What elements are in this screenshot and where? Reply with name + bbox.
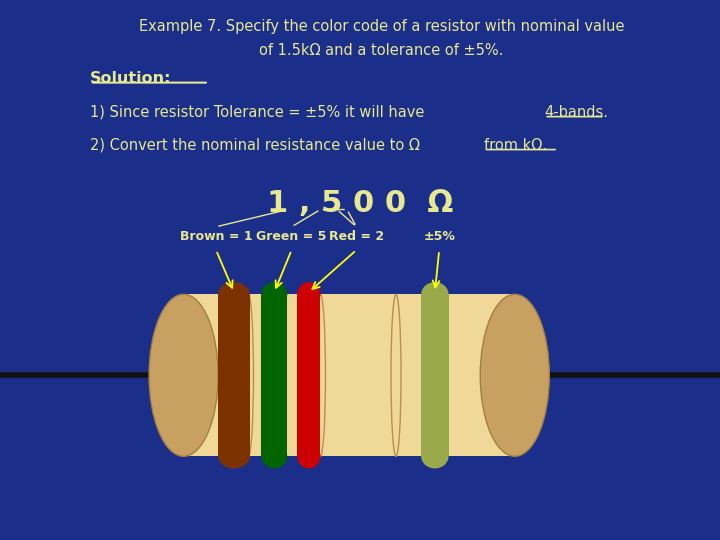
Ellipse shape [480,294,549,456]
Text: ±5%: ±5% [423,230,455,242]
Ellipse shape [297,444,320,468]
Bar [184,294,515,456]
Text: 4-bands.: 4-bands. [544,105,608,120]
Text: 1) Since resistor Tolerance = ±5% it will have: 1) Since resistor Tolerance = ±5% it wil… [90,105,429,120]
Ellipse shape [149,294,218,456]
Ellipse shape [421,444,449,468]
Bar [297,294,320,456]
Ellipse shape [421,282,449,307]
Text: Brown = 1: Brown = 1 [180,230,252,242]
Text: Green = 5: Green = 5 [256,230,327,242]
Ellipse shape [297,282,320,307]
Ellipse shape [261,444,287,468]
Text: Red = 2: Red = 2 [329,230,384,242]
Text: 2) Convert the nominal resistance value to Ω: 2) Convert the nominal resistance value … [90,138,425,153]
Bar [218,294,250,456]
Bar [421,294,449,456]
Text: from kΩ.: from kΩ. [484,138,547,153]
Ellipse shape [261,282,287,307]
Ellipse shape [218,282,250,307]
Ellipse shape [218,444,250,468]
Bar [261,294,287,456]
Text: of 1.5kΩ and a tolerance of ±5%.: of 1.5kΩ and a tolerance of ±5%. [259,43,504,58]
Text: Example 7. Specify the color code of a resistor with nominal value: Example 7. Specify the color code of a r… [139,19,624,34]
Text: Solution:: Solution: [90,71,171,86]
Text: 1 , 5 0 0  Ω: 1 , 5 0 0 Ω [267,189,453,218]
